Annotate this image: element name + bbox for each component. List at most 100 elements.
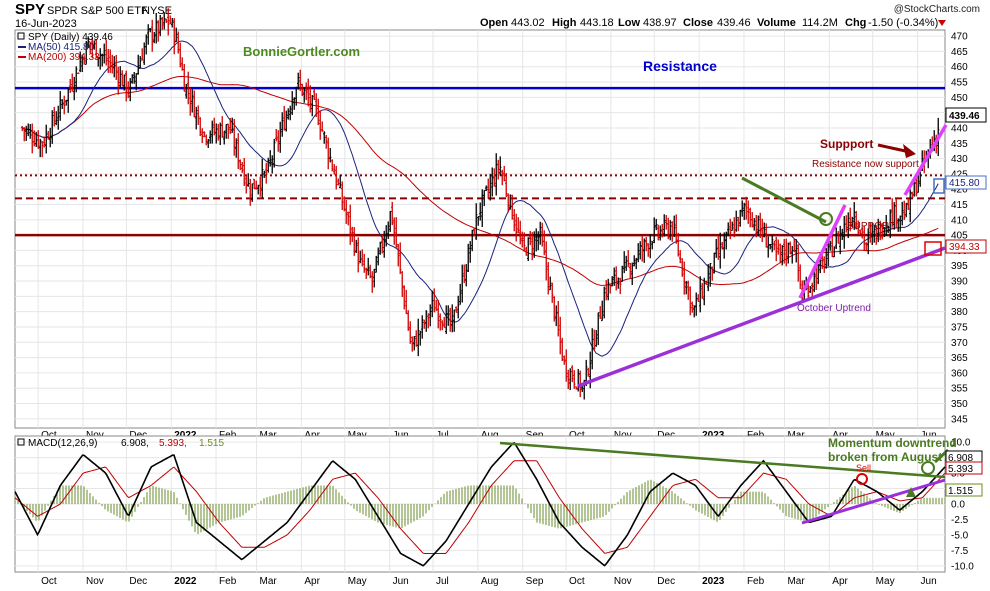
breakout-circle — [819, 212, 833, 226]
price-tick-label: 455 — [951, 78, 968, 89]
sell-label: Sell — [856, 463, 871, 473]
low-label: Low — [618, 17, 640, 29]
macd-x-tick-label: Jun — [921, 576, 937, 587]
price-tick-label: 380 — [951, 307, 968, 318]
macd-tick-label: -7.5 — [951, 546, 969, 557]
price-tick-label: 370 — [951, 338, 968, 349]
price-tick-label: 395 — [951, 261, 968, 272]
legend-ma50: MA(50) 415.80 — [28, 42, 95, 53]
resistance-label: Resistance — [643, 58, 717, 74]
legend-spy: SPY (Daily) 439.46 — [28, 32, 113, 43]
short-uptrend-line — [798, 204, 847, 299]
macd-x-tick-label: May — [876, 576, 895, 587]
macd-x-tick-label: Dec — [129, 576, 147, 587]
spy-legend-swatch — [17, 32, 25, 40]
price-tick-label: 410 — [951, 215, 968, 226]
price-tick-label: 470 — [951, 32, 968, 43]
macd-tick-label: 0.0 — [951, 500, 965, 511]
price-panel — [14, 29, 946, 429]
macd-x-tick-label: Nov — [614, 576, 632, 587]
macd-x-tick-label: May — [348, 576, 367, 587]
macd-x-tick-label: 2022 — [174, 576, 197, 587]
momentum-label-1: Momentum downtrend — [828, 436, 957, 450]
macd-x-tick-label: Oct — [41, 576, 57, 587]
price-tick-label: 390 — [951, 277, 968, 288]
macd-breakout-circle — [921, 461, 935, 475]
macd-legend-swatch — [17, 438, 25, 446]
macd-x-tick-label: Sep — [526, 576, 544, 587]
macd-x-tick-label: Apr — [304, 576, 320, 587]
macd-legend-histogram: 1.515 — [199, 438, 224, 449]
price-tick-label: 345 — [951, 414, 968, 425]
sell-circle — [856, 473, 868, 485]
high-value: 443.18 — [580, 17, 614, 29]
macd-x-tick-label: Aug — [481, 576, 499, 587]
close-label: Close — [683, 17, 713, 29]
chg-value: -1.50 (-0.34%) — [868, 17, 938, 29]
june-uptrend-line — [903, 124, 948, 196]
macd-x-tick-label: Apr — [832, 576, 848, 587]
macd-x-tick-label: Mar — [787, 576, 805, 587]
signal-tag-box — [945, 461, 983, 475]
ma50-marker-box — [933, 178, 945, 194]
ma50-tag-value: 415.80 — [949, 178, 980, 189]
symbol: SPY — [15, 1, 45, 18]
support-label: SUPPORT — [847, 221, 895, 232]
price-tick-label: 420 — [951, 185, 968, 196]
chart-date: 16-Jun-2023 — [15, 18, 77, 30]
macd-legend-macd: 6.908, — [121, 438, 149, 449]
open-label: Open — [480, 17, 508, 29]
legend-ma200: MA(200) 394.33 — [28, 52, 100, 63]
price-tick-label: 450 — [951, 93, 968, 104]
macd-tick-label: -10.0 — [951, 561, 974, 572]
volume-value: 114.2M — [802, 17, 838, 29]
macd-x-tick-label: Feb — [747, 576, 765, 587]
signal-tag-value: 5.393 — [948, 464, 973, 475]
price-tick-label: 435 — [951, 139, 968, 150]
ma200-path — [21, 75, 939, 286]
price-tick-label: 355 — [951, 384, 968, 395]
exchange: NYSE — [142, 5, 172, 17]
momentum-label-2: broken from August — [828, 450, 942, 464]
price-downtrend-line — [741, 176, 827, 224]
macd-legend-signal: 5.393, — [159, 438, 187, 449]
price-tick-label: 350 — [951, 399, 968, 410]
macd-x-tick-label: Feb — [219, 576, 237, 587]
macd-line — [14, 442, 946, 567]
ma50-tag-box — [945, 175, 987, 190]
site-watermark: BonnieGortler.com — [243, 44, 360, 59]
macd-x-tick-label: Nov — [86, 576, 104, 587]
ma50-tag: 415.80 — [945, 175, 987, 190]
price-tick-label: 360 — [951, 368, 968, 379]
macd-value-tags: 6.908 5.393 1.515 — [945, 450, 983, 497]
macd-x-axis: Oct Nov Dec 2022 Feb Mar Apr May Jun Jul Aug Sep Oct… — [41, 576, 937, 587]
price-y-axis: 3453503553603653703753803853903954004054… — [951, 32, 968, 426]
price-legend: SPY (Daily) 439.46 MA(50) 415.80 MA(200)… — [17, 32, 113, 63]
macd-grid — [15, 436, 945, 572]
resistance-now-support-label: Resistance now support — [812, 159, 919, 170]
macd-downtrend-line — [499, 441, 946, 479]
quote-bar: Open 443.02 High 443.18 Low 438.97 Close… — [480, 17, 946, 29]
macd-uptrend-line — [801, 478, 946, 525]
macd-tag-value: 6.908 — [948, 453, 973, 464]
macd-x-tick-label: Jul — [436, 576, 449, 587]
volume-label: Volume — [757, 17, 796, 29]
macd-tick-label: -2.5 — [951, 515, 969, 526]
down-arrow-icon — [938, 20, 946, 26]
hist-tag-box — [945, 483, 983, 497]
macd-x-tick-label: Jun — [393, 576, 409, 587]
signal-path — [14, 460, 946, 554]
ma200-tag-value: 394.33 — [949, 242, 980, 253]
macd-signal-line — [14, 460, 946, 554]
price-bars — [21, 8, 940, 400]
macd-path — [14, 442, 946, 567]
support-arrow-head-icon — [903, 144, 916, 158]
price-tick-label: 440 — [951, 123, 968, 134]
suppport-label: Suppport — [820, 137, 873, 151]
macd-x-tick-label: 2023 — [702, 576, 725, 587]
price-tick-label: 405 — [951, 231, 968, 242]
close-value: 439.46 — [717, 17, 751, 29]
watermark: @StockCharts.com — [894, 4, 980, 15]
macd-legend-label: MACD(12,26,9) — [28, 438, 97, 449]
